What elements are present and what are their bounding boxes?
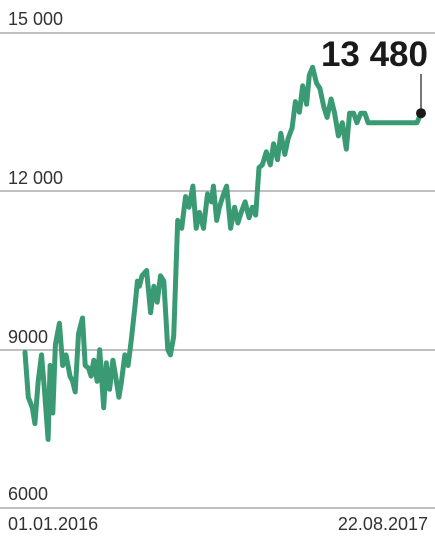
y-tick-label-15000: 15 000 <box>8 9 63 29</box>
series-line <box>22 64 424 442</box>
endpoint-dot <box>416 108 426 119</box>
y-tick-label-6000: 6000 <box>8 484 48 504</box>
endpoint-value-label: 13 480 <box>321 35 428 74</box>
x-tick-label-start: 01.01.2016 <box>8 514 98 534</box>
gridlines <box>0 32 435 509</box>
x-tick-label-end: 22.08.2017 <box>338 514 428 534</box>
y-tick-label-9000: 9000 <box>8 327 48 347</box>
y-tick-label-12000: 12 000 <box>8 168 63 188</box>
